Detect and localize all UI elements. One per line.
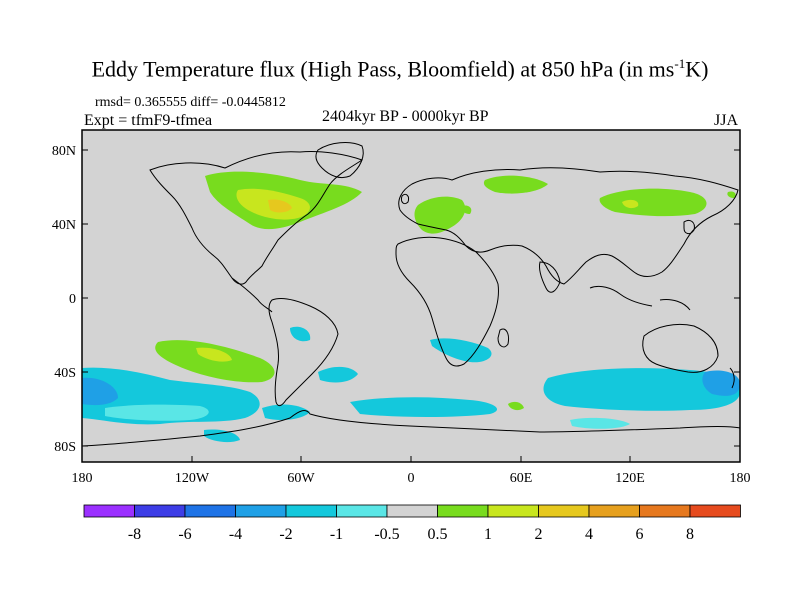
coastlines <box>82 142 740 447</box>
legend-label: -6 <box>178 526 191 543</box>
period-label: 2404kyr BP - 0000kyr BP <box>322 108 489 125</box>
legend-swatch <box>437 504 489 518</box>
legend-swatch <box>689 504 741 518</box>
legend-label: 1 <box>484 526 492 543</box>
legend-swatch <box>386 504 438 518</box>
legend-label: 6 <box>636 526 644 543</box>
legend-swatch <box>538 504 590 518</box>
lat-label: 40N <box>52 218 76 233</box>
legend-swatch <box>639 504 691 518</box>
legend-swatch <box>588 504 640 518</box>
legend-swatch <box>235 504 287 518</box>
legend-label: -0.5 <box>374 526 399 543</box>
experiment-label: Expt = tfmF9-tfmea <box>84 112 213 129</box>
lat-label: 80N <box>52 144 76 159</box>
legend-swatch <box>83 504 135 518</box>
legend-swatch <box>184 504 236 518</box>
legend-label: -8 <box>128 526 141 543</box>
lon-ticks <box>81 456 741 462</box>
color-legend: -8 -6 -4 -2 -1 -0.5 0.5 1 2 4 6 8 <box>83 504 741 543</box>
legend-swatch <box>285 504 337 518</box>
legend-label: 0.5 <box>428 526 448 543</box>
stats-text: rmsd= 0.365555 diff= -0.0445812 <box>95 95 286 110</box>
legend-swatch <box>336 504 388 518</box>
lon-label: 60W <box>287 471 315 486</box>
lon-label: 0 <box>408 471 415 486</box>
lat-ticks <box>82 149 740 447</box>
lon-label: 120E <box>615 471 645 486</box>
lon-label: 180 <box>730 471 751 486</box>
legend-label: -1 <box>330 526 343 543</box>
lon-label: 120W <box>175 471 210 486</box>
legend-label: 2 <box>535 526 543 543</box>
lon-label: 180 <box>72 471 93 486</box>
legend-label: -2 <box>279 526 292 543</box>
legend-label: -4 <box>229 526 242 543</box>
anomaly-contours <box>82 171 740 443</box>
lat-label: 40S <box>54 366 76 381</box>
lon-label: 60E <box>510 471 533 486</box>
lat-label: 80S <box>54 440 76 455</box>
legend-label: 4 <box>585 526 593 543</box>
lat-labels: 80N 40N 0 40S 80S <box>52 144 76 455</box>
legend-swatch <box>134 504 186 518</box>
legend-swatch <box>487 504 539 518</box>
season-label: JJA <box>714 112 739 129</box>
lon-labels: 180 120W 60W 0 60E 120E 180 <box>72 471 751 486</box>
lat-label: 0 <box>69 292 76 307</box>
map-title: Eddy Temperature flux (High Pass, Bloomf… <box>91 56 709 82</box>
legend-label: 8 <box>686 526 694 543</box>
